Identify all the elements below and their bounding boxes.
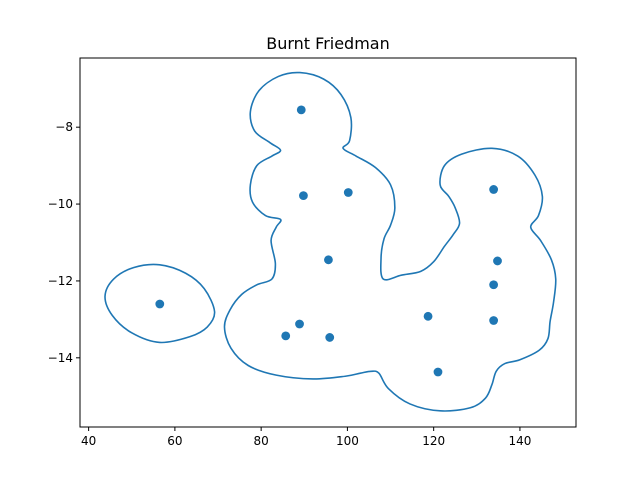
scatter-point-3 <box>343 188 353 197</box>
axis-layer: 40 60 80 100 120 140 −8 −10 −12 −14 <box>48 57 577 448</box>
x-tick-label-40: 40 <box>81 434 96 448</box>
point-layer <box>155 105 502 377</box>
scatter-point-5 <box>295 319 304 329</box>
y-tick-label--12: −12 <box>48 274 73 288</box>
scatter-point-12 <box>489 280 499 290</box>
scatter-point-8 <box>423 311 433 321</box>
x-tick-label-60: 60 <box>167 434 182 448</box>
x-tick-label-120: 120 <box>422 434 445 448</box>
plot-frame <box>79 57 577 428</box>
y-tick-label--14: −14 <box>48 351 73 365</box>
x-tick-label-80: 80 <box>254 434 269 448</box>
scatter-point-4 <box>324 255 333 265</box>
scatter-point-11 <box>493 256 502 266</box>
scatter-point-13 <box>489 316 499 325</box>
scatter-point-7 <box>325 333 335 342</box>
y-tick-label--8: −8 <box>55 120 73 134</box>
contour-line-1 <box>223 71 557 412</box>
contour-layer <box>104 71 557 412</box>
scatter-point-6 <box>281 331 291 341</box>
x-tick-label-100: 100 <box>336 434 359 448</box>
y-tick-label--10: −10 <box>48 197 73 211</box>
scatter-point-0 <box>155 299 165 309</box>
scatter-point-2 <box>299 191 308 201</box>
scatter-point-9 <box>433 367 443 377</box>
contour-line-0 <box>104 263 216 344</box>
scatter-point-10 <box>489 185 499 194</box>
x-tick-label-140: 140 <box>508 434 531 448</box>
scatter-point-1 <box>296 105 306 115</box>
chart-title: Burnt Friedman <box>266 34 390 53</box>
